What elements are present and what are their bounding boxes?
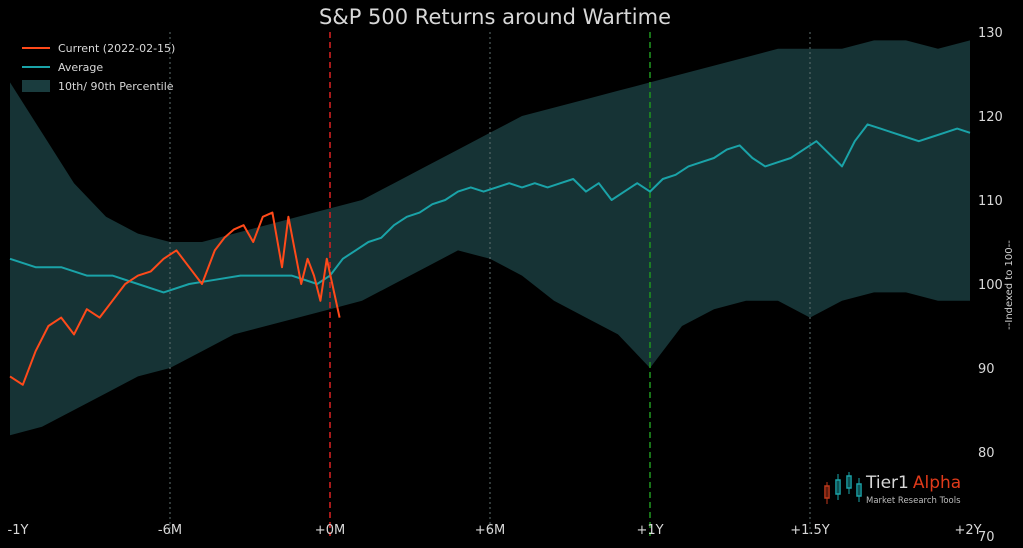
- x-tick-label: +1.5Y: [790, 523, 830, 538]
- x-tick-label: +2Y: [954, 523, 981, 538]
- legend: Current (2022-02-15) Average 10th/ 90th …: [22, 42, 175, 93]
- legend-band-swatch: [22, 80, 50, 92]
- brand-name: Tier1 Alpha: [865, 473, 961, 493]
- chart-title: S&P 500 Returns around Wartime: [319, 5, 671, 29]
- brand-tagline: Market Research Tools: [866, 496, 961, 506]
- x-tick-label: -6M: [158, 523, 182, 538]
- brand-logo: Tier1 Alpha Market Research Tools: [824, 472, 961, 506]
- legend-average-label: Average: [58, 61, 103, 74]
- x-tick-label: +6M: [475, 523, 505, 538]
- y-tick-label: 100: [978, 278, 1003, 293]
- y-tick-label: 90: [978, 362, 995, 377]
- legend-band-label: 10th/ 90th Percentile: [58, 80, 174, 93]
- x-tick-label: +0M: [315, 523, 345, 538]
- legend-current-label: Current (2022-02-15): [58, 42, 175, 55]
- x-tick-label: +1Y: [636, 523, 663, 538]
- series-line-average: [9, 123, 971, 294]
- y-axis-ticks: 70 80 90 100 110 120 130: [978, 26, 1003, 545]
- y-tick-label: 80: [978, 446, 995, 461]
- y-tick-label: 130: [978, 26, 1003, 41]
- series-layer: [9, 123, 971, 386]
- candlestick-icon: [824, 472, 862, 504]
- x-tick-label: -1Y: [8, 523, 29, 538]
- y-tick-label: 120: [978, 110, 1003, 125]
- vertical-lines-layer: [169, 32, 811, 536]
- x-axis-ticks: -1Y -6M +0M +6M +1Y +1.5Y +2Y: [8, 523, 982, 538]
- y-tick-label: 70: [978, 530, 995, 545]
- y-tick-label: 110: [978, 194, 1003, 209]
- y-axis-label: --Indexed to 100--: [1004, 240, 1015, 330]
- series-line-current-2022-02-15-: [9, 211, 341, 386]
